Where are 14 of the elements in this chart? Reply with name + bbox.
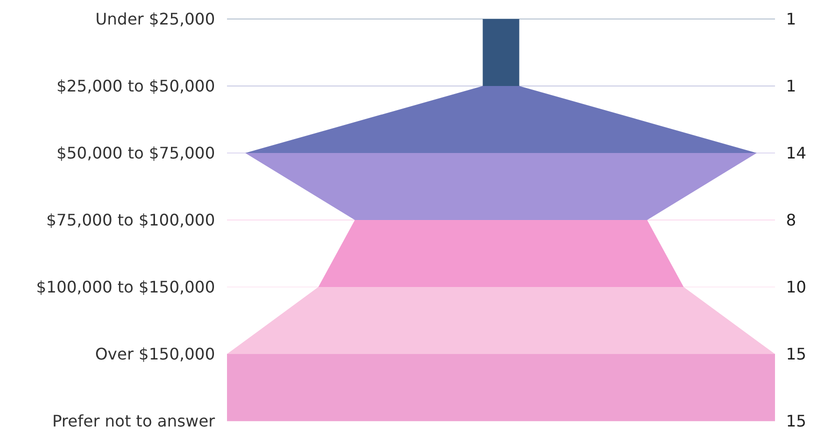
category-label: Over $150,000 (95, 344, 215, 364)
data-label: 1 (786, 76, 796, 96)
data-label: 1 (786, 10, 796, 29)
category-label: Under $25,000 (95, 10, 215, 29)
data-label: 14 (786, 144, 806, 163)
category-label: $75,000 to $100,000 (46, 210, 215, 230)
data-label: 8 (786, 210, 796, 230)
data-label: 15 (786, 412, 806, 431)
category-label: Prefer not to answer (52, 412, 216, 431)
data-label: 10 (786, 278, 806, 297)
category-label: $100,000 to $150,000 (36, 278, 215, 297)
data-label: 15 (786, 344, 806, 364)
category-label: $25,000 to $50,000 (56, 76, 215, 96)
category-label: $50,000 to $75,000 (56, 144, 215, 163)
